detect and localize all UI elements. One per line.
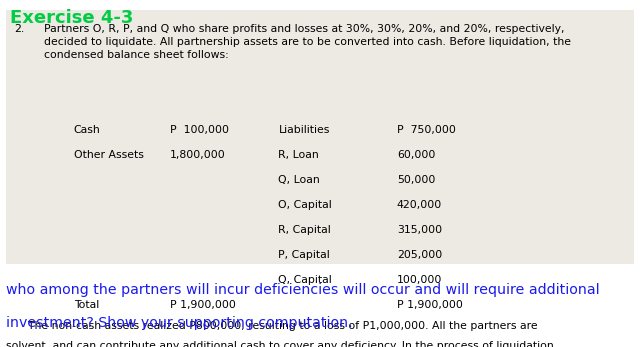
Text: P 1,900,000: P 1,900,000 [397, 300, 463, 310]
Text: 315,000: 315,000 [397, 225, 442, 235]
Text: investment? Show your supporting computation.: investment? Show your supporting computa… [6, 316, 353, 330]
FancyBboxPatch shape [6, 10, 634, 264]
Text: P 1,900,000: P 1,900,000 [170, 300, 236, 310]
Text: Partners O, R, P, and Q who share profits and losses at 30%, 30%, 20%, and 20%, : Partners O, R, P, and Q who share profit… [44, 24, 564, 34]
Text: 60,000: 60,000 [397, 150, 435, 160]
Text: O, Capital: O, Capital [278, 200, 332, 210]
Text: Other Assets: Other Assets [74, 150, 143, 160]
Text: Total: Total [74, 300, 99, 310]
Text: Exercise 4-3: Exercise 4-3 [10, 9, 133, 27]
Text: Cash: Cash [74, 125, 100, 135]
Text: 100,000: 100,000 [397, 275, 442, 285]
Text: who among the partners will incur deficiencies will occur and will require addit: who among the partners will incur defici… [6, 283, 600, 297]
Text: 50,000: 50,000 [397, 175, 435, 185]
Text: Q, Capital: Q, Capital [278, 275, 332, 285]
Text: P  100,000: P 100,000 [170, 125, 228, 135]
Text: Q, Loan: Q, Loan [278, 175, 320, 185]
Text: 420,000: 420,000 [397, 200, 442, 210]
Text: decided to liquidate. All partnership assets are to be converted into cash. Befo: decided to liquidate. All partnership as… [44, 37, 570, 47]
Text: The non-cash assets realized P800,000, resulting to a loss of P1,000,000. All th: The non-cash assets realized P800,000, r… [14, 321, 538, 331]
Text: condensed balance sheet follows:: condensed balance sheet follows: [44, 50, 228, 60]
Text: Liabilities: Liabilities [278, 125, 330, 135]
Text: solvent, and can contribute any additional cash to cover any deficiency. In the : solvent, and can contribute any addition… [6, 341, 557, 347]
Text: P  750,000: P 750,000 [397, 125, 456, 135]
Text: 2.: 2. [14, 24, 24, 34]
Text: P, Capital: P, Capital [278, 250, 330, 260]
Text: 205,000: 205,000 [397, 250, 442, 260]
Text: 1,800,000: 1,800,000 [170, 150, 225, 160]
Text: R, Loan: R, Loan [278, 150, 319, 160]
Text: R, Capital: R, Capital [278, 225, 331, 235]
